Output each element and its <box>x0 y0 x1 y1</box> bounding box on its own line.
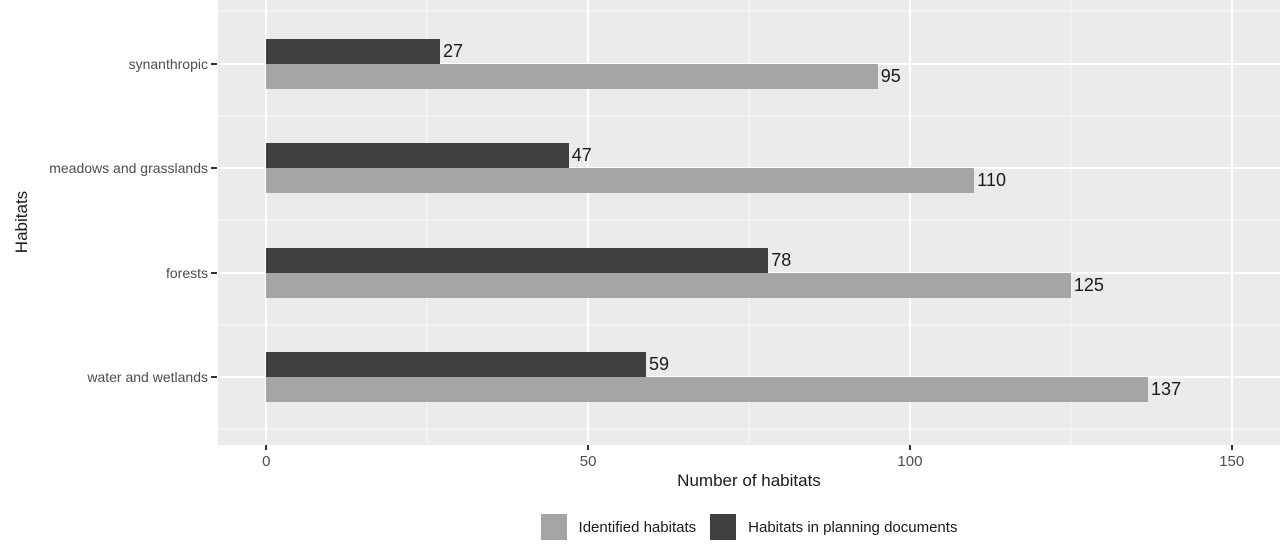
value-label-planning: 59 <box>649 354 670 374</box>
y-tick-label: water and wetlands <box>87 369 208 385</box>
bar-planning <box>266 143 569 168</box>
y-gridline-minor <box>218 324 1280 326</box>
legend-label-planning: Habitats in planning documents <box>748 518 958 536</box>
x-tick-label: 50 <box>579 453 597 470</box>
bar-planning <box>266 38 441 64</box>
x-tick-label: 150 <box>1219 453 1245 470</box>
x-gridline-minor <box>748 0 750 445</box>
x-tick-label: 100 <box>897 453 923 470</box>
y-tick-label: meadows and grasslands <box>49 160 208 176</box>
y-tick-label: synanthropic <box>128 55 208 72</box>
y-gridline-minor <box>218 428 1280 430</box>
y-gridline-minor <box>218 10 1280 12</box>
bar-planning <box>266 352 646 377</box>
bar-identified <box>266 272 1071 298</box>
x-tick-mark <box>908 445 911 450</box>
x-tick-mark <box>1230 445 1233 450</box>
bar-identified <box>266 63 878 89</box>
value-label-identified: 137 <box>1151 379 1182 399</box>
bar-identified <box>266 168 975 193</box>
x-gridline-minor <box>1070 0 1072 445</box>
legend-swatch-planning <box>710 514 737 540</box>
y-tick-mark <box>211 62 217 65</box>
y-axis-title: Habitats <box>12 190 31 254</box>
legend-item-identified: Identified habitats <box>540 514 697 540</box>
x-gridline-minor <box>426 0 428 445</box>
y-tick-mark <box>211 376 217 378</box>
x-tick-mark <box>587 445 590 450</box>
legend-swatch-identified <box>540 514 567 540</box>
y-tick-mark <box>211 271 217 274</box>
y-gridline-minor <box>218 219 1280 221</box>
value-label-planning: 47 <box>571 145 592 165</box>
value-label-identified: 95 <box>880 65 901 86</box>
value-label-planning: 78 <box>771 249 792 270</box>
y-tick-mark <box>211 167 217 169</box>
legend-item-planning: Habitats in planning documents <box>710 514 957 540</box>
value-label-identified: 125 <box>1073 274 1104 295</box>
x-tick-label: 0 <box>262 453 271 470</box>
bar-planning <box>266 247 769 273</box>
legend-label-identified: Identified habitats <box>578 518 697 536</box>
x-axis-title: Number of habitats <box>677 471 821 490</box>
y-tick-label: forests <box>165 264 208 281</box>
legend: Identified habitats Habitats in planning… <box>218 512 1280 542</box>
value-label-planning: 27 <box>443 40 464 61</box>
y-gridline-minor <box>218 115 1280 117</box>
bar-identified <box>266 377 1149 402</box>
x-gridline-major <box>1230 0 1233 445</box>
value-label-identified: 110 <box>977 170 1006 190</box>
x-tick-mark <box>265 445 268 450</box>
x-gridline-major <box>265 0 268 445</box>
plot-panel: 27 95 47 110 78 125 59 137 <box>218 0 1280 445</box>
x-gridline-major <box>908 0 911 445</box>
x-gridline-major <box>587 0 590 445</box>
